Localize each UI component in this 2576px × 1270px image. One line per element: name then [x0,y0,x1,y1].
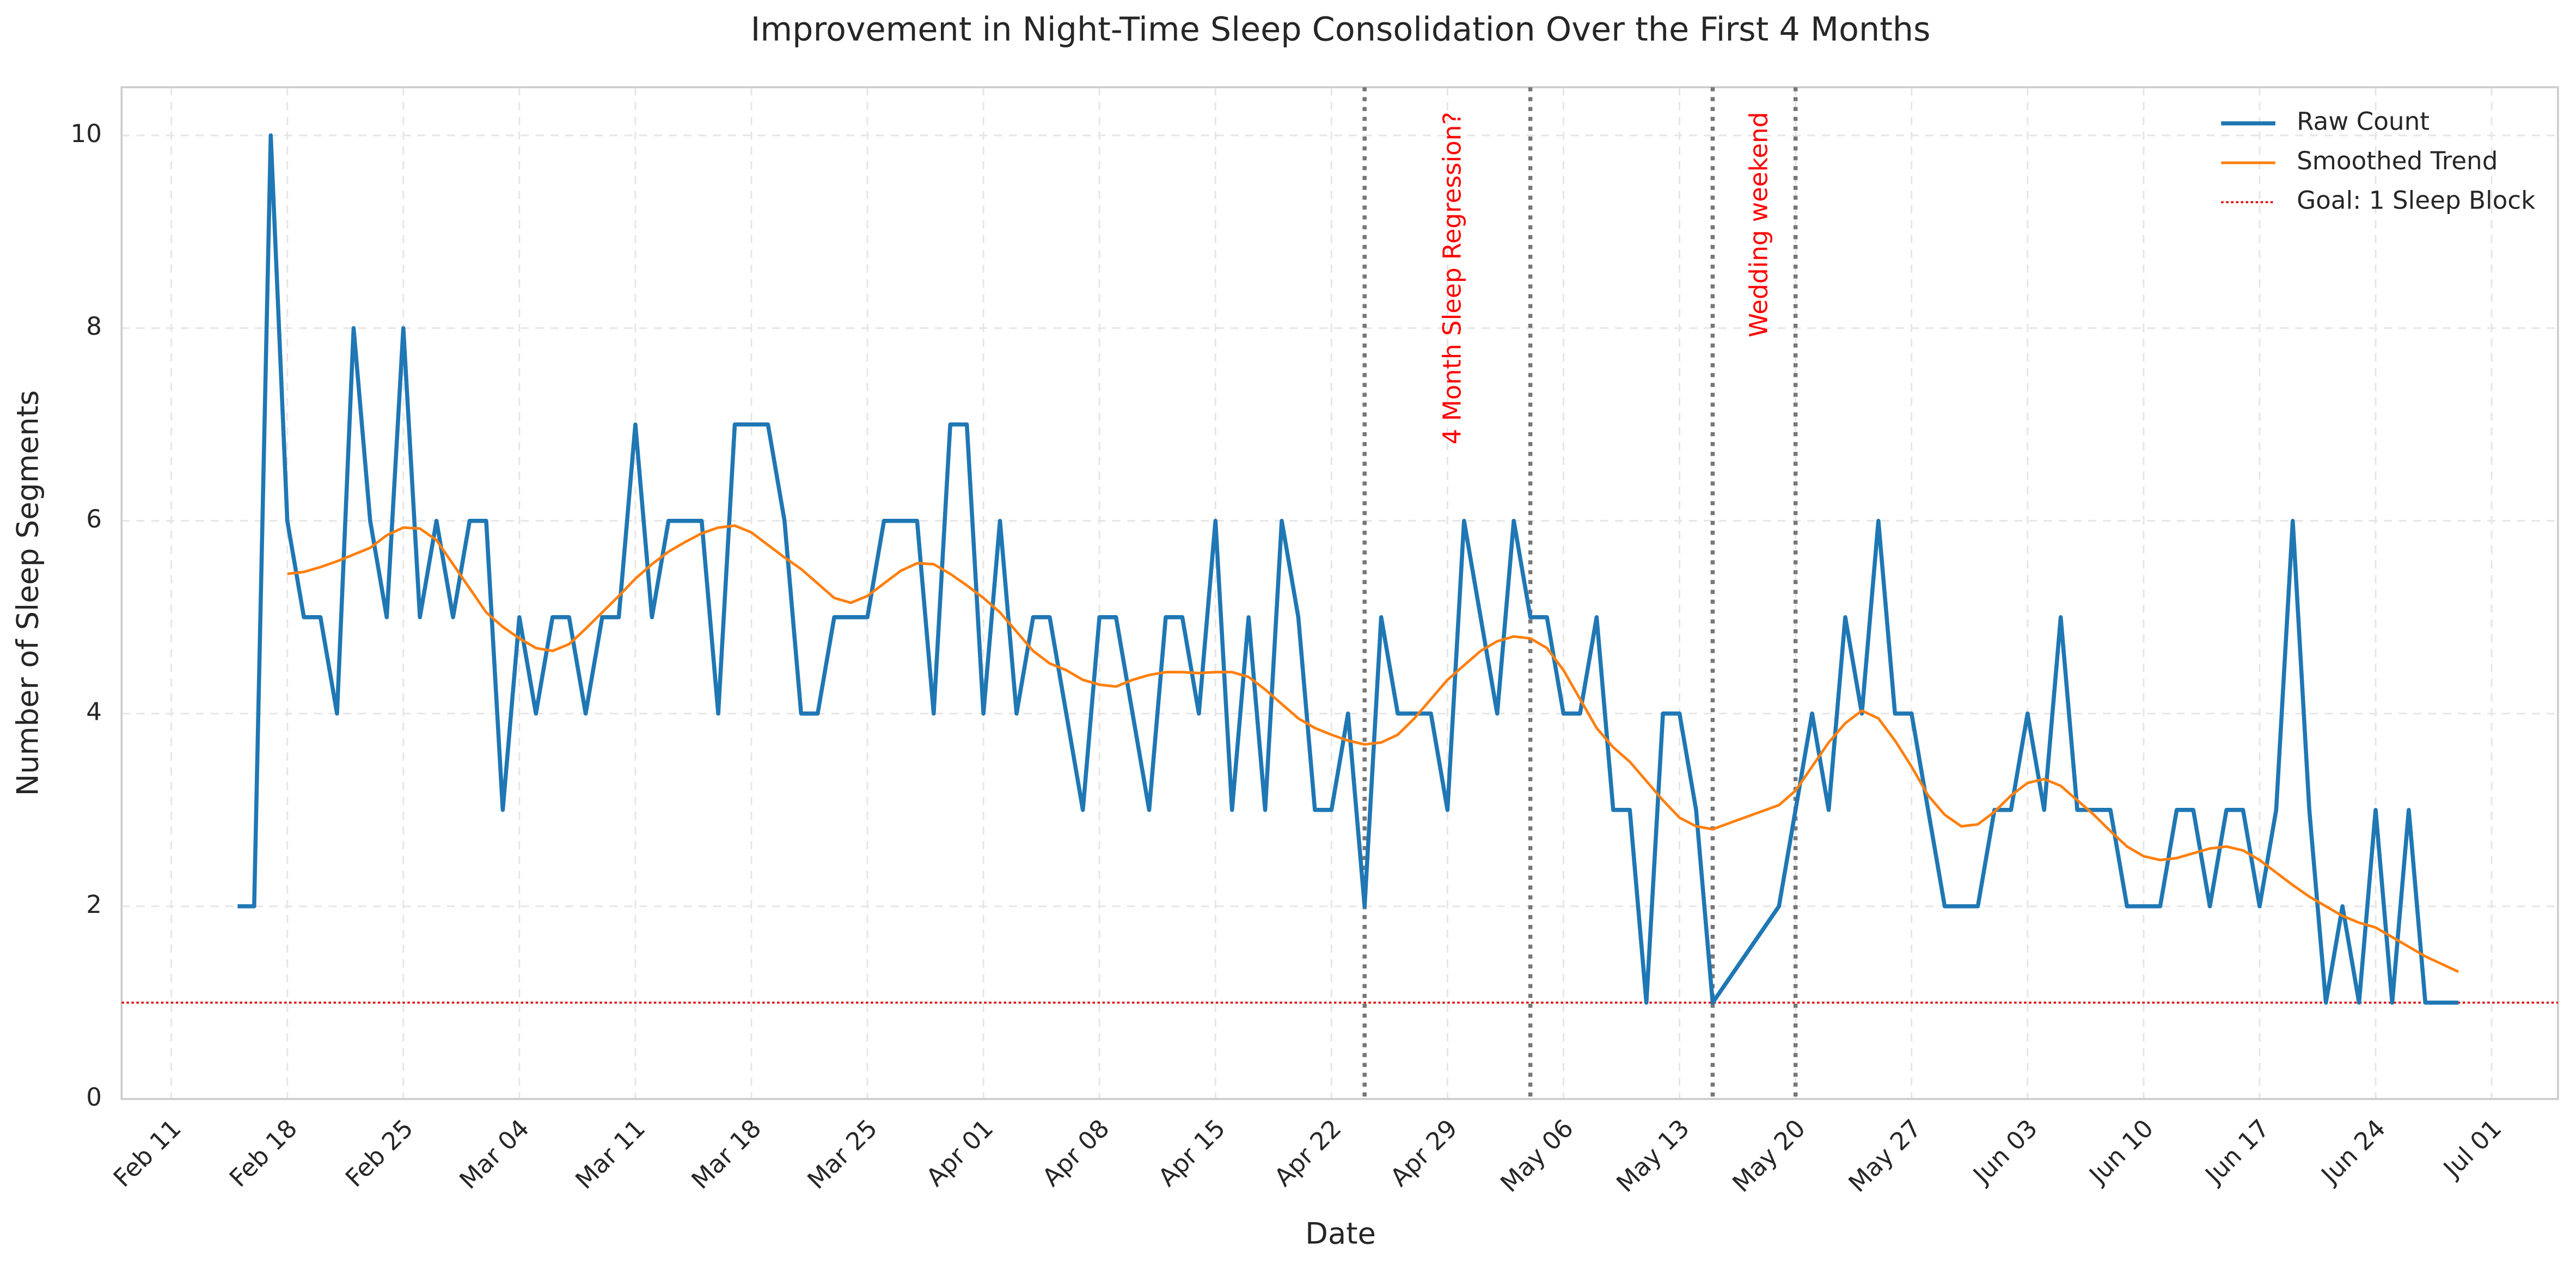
y-tick-label: 10 [70,119,102,148]
y-tick-label: 6 [86,505,102,533]
x-tick-label: Apr 08 [1037,1114,1115,1192]
annotation: 4 Month Sleep Regression? [1437,112,1466,445]
x-tick-label: Feb 25 [340,1114,419,1193]
y-tick-label: 2 [86,890,102,919]
x-tick-label: Jun 24 [2315,1114,2391,1190]
plot-frame [120,86,2559,1100]
x-tick-label: May 20 [1727,1114,1811,1198]
x-tick-label: Feb 18 [224,1114,303,1193]
legend-label: Goal: 1 Sleep Block [2297,186,2536,214]
x-tick-label: Jun 17 [2199,1114,2275,1190]
y-tick-label: 4 [86,697,102,726]
x-tick-label: Apr 29 [1385,1114,1463,1192]
x-tick-label: Jun 10 [2083,1114,2159,1190]
x-tick-label: Mar 25 [802,1114,883,1195]
x-tick-label: May 13 [1611,1114,1695,1198]
x-tick-label: Mar 18 [686,1114,767,1195]
series-line [287,524,2459,973]
legend: Raw Count Smoothed Trend Goal: 1 Sleep Blo… [2221,107,2536,214]
x-tick-label: Jul 01 [2437,1114,2507,1184]
x-tick-label: Mar 04 [454,1114,535,1195]
x-tick-label: Apr 01 [921,1114,999,1192]
x-tick-label: Feb 11 [108,1114,187,1193]
annotation: Wedding weekend [1745,112,1773,338]
legend-label: Smoothed Trend [2297,146,2498,175]
x-tick-label: Mar 11 [570,1114,651,1195]
chart-title: Improvement in Night-Time Sleep Consolid… [751,10,1931,48]
x-tick-label: Apr 22 [1269,1114,1347,1192]
x-tick-label: Apr 15 [1153,1114,1231,1192]
x-axis-label: Date [1305,1216,1376,1250]
series-line [237,133,2459,1005]
y-axis-label: Number of Sleep Segments [10,390,45,796]
x-tick-label: May 06 [1495,1114,1579,1198]
y-tick-label: 0 [86,1083,102,1112]
y-tick-label: 8 [86,312,102,341]
x-tick-label: May 27 [1843,1114,1928,1198]
legend-label: Raw Count [2297,107,2430,136]
x-tick-label: Jun 03 [1967,1114,2043,1190]
